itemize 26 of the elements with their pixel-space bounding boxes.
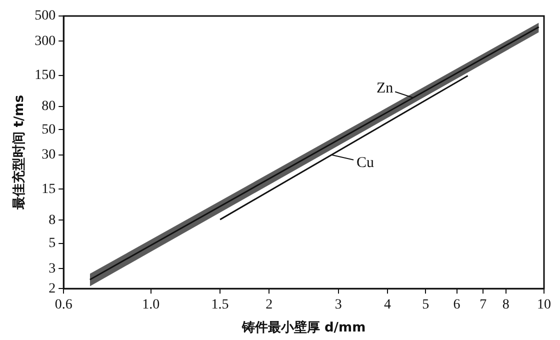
y-tick-label: 2 xyxy=(48,281,56,296)
y-tick-label: 50 xyxy=(42,122,56,138)
x-tick-label: 1.0 xyxy=(142,298,160,313)
y-tick-label: 500 xyxy=(34,8,56,24)
x-tick-label: 0.6 xyxy=(54,298,72,313)
y-tick-label: 5 xyxy=(48,236,56,252)
x-tick-label: 4 xyxy=(384,298,392,313)
y-tick-label: 3 xyxy=(48,261,56,276)
y-axis-title: 最佳充型时间 t/ms xyxy=(11,94,28,211)
x-tick-label: 5 xyxy=(422,298,430,313)
y-tick-label: 30 xyxy=(42,148,56,163)
x-tick-label: 3 xyxy=(334,298,342,313)
y-tick-label: 15 xyxy=(42,182,56,197)
series-label: Zn xyxy=(376,80,394,97)
y-tick-label: 80 xyxy=(42,99,56,114)
x-tick-label: 2 xyxy=(266,298,273,313)
y-tick-label: 300 xyxy=(34,34,56,49)
x-tick-label: 8 xyxy=(502,298,510,313)
x-tick-label: 10 xyxy=(537,298,551,313)
x-tick-label: 7 xyxy=(480,298,487,313)
x-tick-label: 1.5 xyxy=(211,298,229,313)
y-tick-label: 8 xyxy=(48,212,56,228)
y-tick-label: 150 xyxy=(34,68,56,84)
x-axis-title: 铸件最小壁厚 d/mm xyxy=(240,320,366,336)
legend-label: Cu xyxy=(356,154,375,171)
x-tick-label: 6 xyxy=(453,298,460,313)
